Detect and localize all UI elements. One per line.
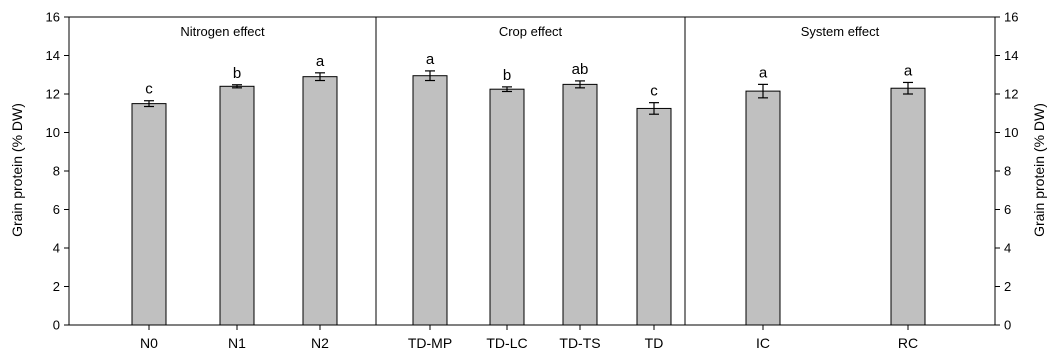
y-tick-label-left: 10 bbox=[46, 125, 60, 140]
x-tick-label: TD bbox=[645, 335, 664, 351]
y-tick-label-left: 6 bbox=[53, 202, 60, 217]
x-tick-label: TD-TS bbox=[559, 335, 600, 351]
y-tick-label-left: 0 bbox=[53, 318, 60, 333]
x-tick-label: N1 bbox=[228, 335, 246, 351]
y-tick-label-left: 12 bbox=[46, 87, 60, 102]
y-tick-label-right: 14 bbox=[1004, 48, 1018, 63]
x-tick-label: IC bbox=[756, 335, 770, 351]
significance-label: a bbox=[426, 51, 435, 68]
panel-title: Nitrogen effect bbox=[180, 24, 265, 39]
bar bbox=[219, 85, 255, 326]
bar bbox=[302, 76, 338, 326]
y-tick-label-right: 8 bbox=[1004, 164, 1011, 179]
bars-layer bbox=[131, 70, 926, 326]
x-tick-label: TD-MP bbox=[408, 335, 452, 351]
significance-label: a bbox=[316, 53, 325, 70]
axes-layer bbox=[64, 16, 1000, 330]
y-tick-label-left: 4 bbox=[53, 241, 60, 256]
bar bbox=[131, 103, 167, 326]
x-tick-label: N2 bbox=[311, 335, 329, 351]
bar bbox=[489, 88, 525, 326]
bar bbox=[890, 87, 926, 326]
bar bbox=[412, 75, 448, 326]
y-tick-label-right: 16 bbox=[1004, 10, 1018, 25]
y-tick-label-left: 8 bbox=[53, 164, 60, 179]
significance-label: c bbox=[650, 83, 658, 100]
bar bbox=[636, 107, 672, 326]
y-tick-label-right: 10 bbox=[1004, 125, 1018, 140]
plot-frame bbox=[68, 16, 996, 326]
significance-label: ab bbox=[572, 61, 589, 78]
significance-label: c bbox=[145, 81, 153, 98]
text-layer: Grain protein (% DW) Grain protein (% DW… bbox=[9, 10, 1047, 352]
y-axis-title-right: Grain protein (% DW) bbox=[1031, 103, 1047, 237]
y-tick-label-right: 4 bbox=[1004, 241, 1011, 256]
panel-title: System effect bbox=[801, 24, 880, 39]
bar bbox=[745, 90, 781, 326]
y-axis-title-left: Grain protein (% DW) bbox=[9, 103, 25, 237]
y-tick-label-right: 6 bbox=[1004, 202, 1011, 217]
significance-label: b bbox=[233, 65, 241, 82]
x-tick-label: TD-LC bbox=[486, 335, 527, 351]
significance-label: b bbox=[503, 67, 511, 84]
y-tick-label-left: 2 bbox=[53, 279, 60, 294]
y-tick-label-right: 0 bbox=[1004, 318, 1011, 333]
y-tick-label-left: 16 bbox=[46, 10, 60, 25]
bar bbox=[562, 83, 598, 326]
x-tick-label: N0 bbox=[140, 335, 158, 351]
x-tick-label: RC bbox=[898, 335, 918, 351]
significance-label: a bbox=[759, 64, 768, 81]
y-tick-label-right: 12 bbox=[1004, 87, 1018, 102]
y-tick-label-left: 14 bbox=[46, 48, 60, 63]
panel-title: Crop effect bbox=[499, 24, 563, 39]
y-tick-label-right: 2 bbox=[1004, 279, 1011, 294]
significance-label: a bbox=[904, 62, 913, 79]
